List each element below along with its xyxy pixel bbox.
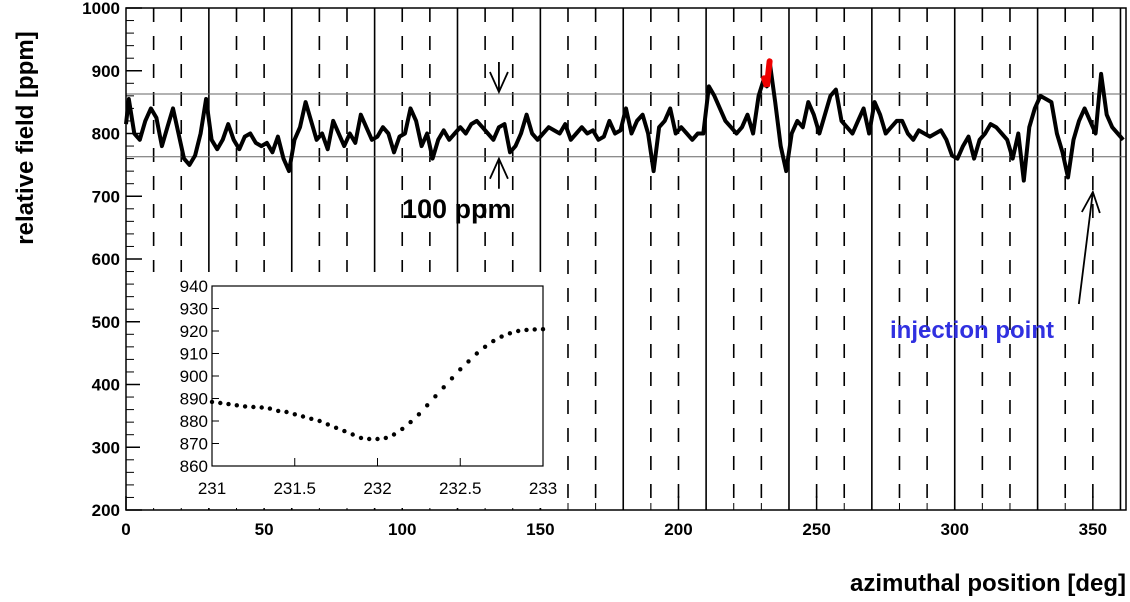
inset-point [383,435,388,441]
inset-point [425,403,430,408]
x-tick-label: 250 [802,520,830,539]
inset-point [482,344,488,349]
inset-point [300,414,306,419]
inset-point [524,327,529,333]
inset-point [408,419,413,425]
y-tick-label: 500 [92,313,120,332]
inset-point [400,426,405,432]
inset-x-tick-label: 233 [529,479,557,498]
inset-point [416,412,422,417]
inset-x-tick-label: 232 [363,479,391,498]
highlight-segment [761,58,773,88]
inset-point [540,327,546,332]
inset-point [284,409,289,415]
inset-point [375,436,380,442]
inset-point [251,404,256,410]
inset-point [358,435,364,441]
inset-y-tick-label: 900 [180,367,208,386]
inset-point [516,328,521,334]
inset-x-tick-label: 231.5 [273,479,316,498]
x-tick-label: 200 [664,520,692,539]
band-arrow-bottom [489,156,509,189]
inset-point [333,425,339,430]
inset-point [367,436,372,442]
inset-y-tick-label: 940 [180,277,208,296]
inset-point [466,359,471,364]
y-tick-label: 200 [92,501,120,520]
inset-point [325,422,330,427]
inset-point [491,338,496,344]
inset-x-tick-label: 231 [198,479,226,498]
y-tick-label: 800 [92,125,120,144]
y-tick-label: 300 [92,438,120,457]
field-series [124,58,1125,183]
annotations: 100 ppm injection point [402,61,1101,344]
band-label: 100 ppm [402,194,512,224]
inset-y-tick-label: 870 [180,435,208,454]
inset-point [499,334,504,339]
inset-point [267,406,273,411]
inset-chart: 231 231.5 232 232.5 233 860 870 880 890 900 910 920… [140,272,567,508]
x-tick-label: 150 [526,520,554,539]
inset-point [342,428,347,434]
inset-point [350,432,355,437]
inset-point [242,404,248,409]
inset-point [441,385,446,390]
band-arrow-top [489,61,509,95]
inset-point [292,412,297,417]
inset-point [474,351,479,356]
inset-point [458,367,463,372]
inset-point [449,376,455,381]
inset-point [259,405,264,410]
x-axis-label: azimuthal position [deg] [850,570,1126,597]
inset-point [209,399,215,405]
injection-arrow [1077,189,1101,305]
inset-background [140,272,567,508]
y-tick-label: 700 [92,187,120,206]
y-tick-label: 1000 [82,0,120,18]
inset-point [234,403,239,408]
inset-y-tick-label: 880 [180,412,208,431]
inset-y-tick-label: 930 [180,300,208,319]
inset-point [433,394,438,399]
inset-point [391,432,397,437]
inset-point [218,400,223,406]
x-tick-label: 350 [1079,520,1107,539]
inset-y-tick-label: 890 [180,390,208,409]
inset-point [226,401,231,407]
inset-x-tick-label: 232.5 [439,479,482,498]
x-tick-label: 300 [941,520,969,539]
y-tick-label: 900 [92,62,120,81]
sector-boundary-lines [152,8,1122,510]
x-tick-label: 100 [388,520,416,539]
x-tick-label: 0 [121,520,130,539]
inset-point [276,408,281,414]
inset-point [317,418,322,424]
inset-y-tick-label: 920 [180,322,208,341]
y-axis-ticks: 200 300 400 500 600 700 800 900 1000 [82,0,142,520]
y-tick-label: 600 [92,250,120,269]
inset-y-tick-label: 860 [180,457,208,476]
inset-point [309,416,314,421]
inset-y-tick-label: 910 [180,345,208,364]
inset-point [507,331,513,336]
injection-point-label: injection point [890,317,1054,344]
inset-point [532,327,537,332]
series-line [124,59,1125,183]
y-axis-label: relative field [ppm] [12,31,39,244]
x-tick-label: 50 [255,520,274,539]
y-tick-label: 400 [92,376,120,395]
x-axis-ticks: 0 50 100 150 200 250 300 350 [121,496,1121,539]
